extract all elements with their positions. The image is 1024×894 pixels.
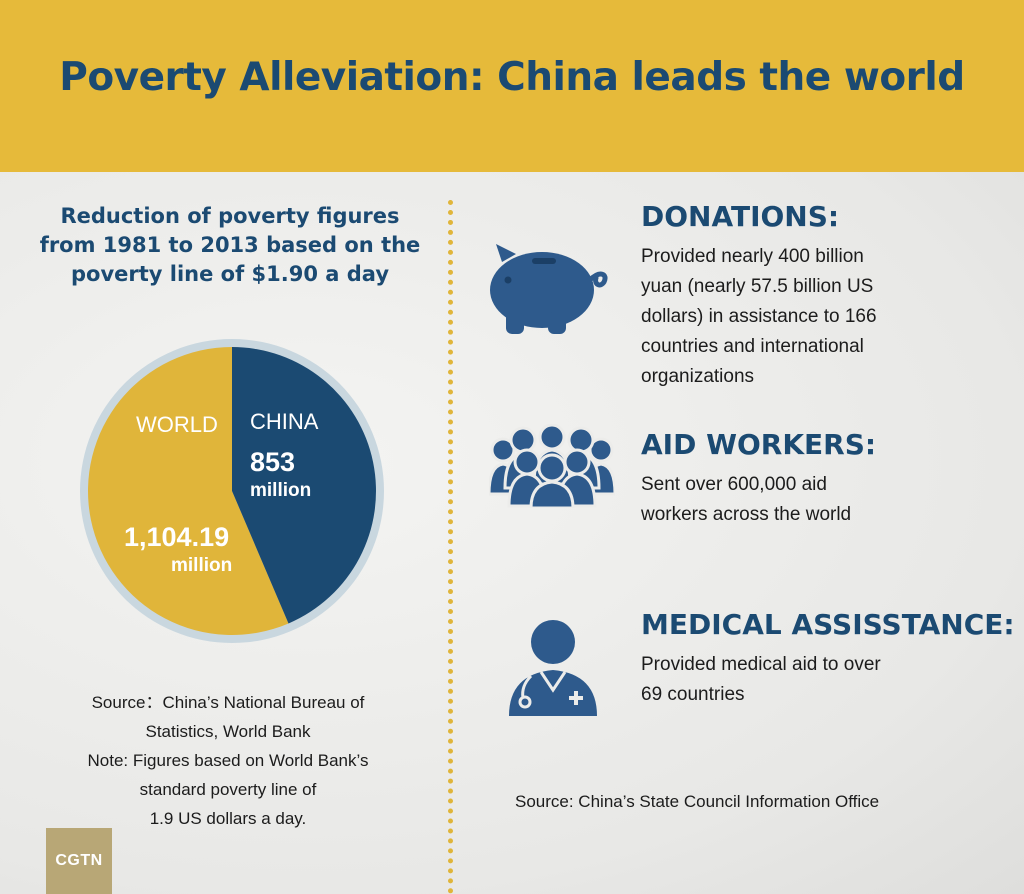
donations-heading: DONATIONS: — [641, 200, 840, 233]
piggy-bank-icon — [490, 244, 608, 334]
aid-workers-heading: AID WORKERS: — [641, 428, 877, 461]
world-label: WORLD — [136, 412, 218, 437]
medical-heading: MEDICAL ASSISSTANCE: — [641, 608, 1015, 641]
world-unit: million — [171, 555, 233, 576]
right-source: Source: China’s State Council Informatio… — [515, 792, 880, 811]
left-note-line-2: standard poverty line of — [139, 780, 317, 799]
people-group-icon — [489, 424, 615, 508]
page-title: Poverty Alleviation: China leads the wor… — [59, 55, 965, 100]
china-label: CHINA — [250, 409, 319, 434]
pie-slice-world — [87, 347, 289, 635]
chart-title: Reduction of poverty figures from 1981 t… — [39, 204, 421, 286]
left-note-line-1: Note: Figures based on World Bank’s — [87, 751, 369, 770]
world-value: 1,104.19 — [124, 522, 230, 552]
pie-slice-china — [232, 347, 376, 624]
doctor-icon — [509, 620, 597, 716]
dotted-divider — [448, 200, 453, 894]
cgtn-logo: CGTN — [46, 828, 112, 894]
donations-body: Provided nearly 400 billion yuan (nearly… — [641, 246, 877, 387]
left-source-line-1: Source：China’s National Bureau of — [91, 693, 365, 712]
medical-body: Provided medical aid to over 69 countrie… — [641, 654, 881, 705]
aid-workers-body: Sent over 600,000 aid workers across the… — [641, 474, 852, 525]
left-note-line-3: 1.9 US dollars a day. — [149, 809, 307, 828]
left-source-line-2: Statistics, World Bank — [145, 722, 311, 741]
china-unit: million — [250, 480, 312, 501]
header-banner: Poverty Alleviation: China leads the wor… — [0, 0, 1024, 172]
china-value: 853 — [250, 447, 296, 477]
